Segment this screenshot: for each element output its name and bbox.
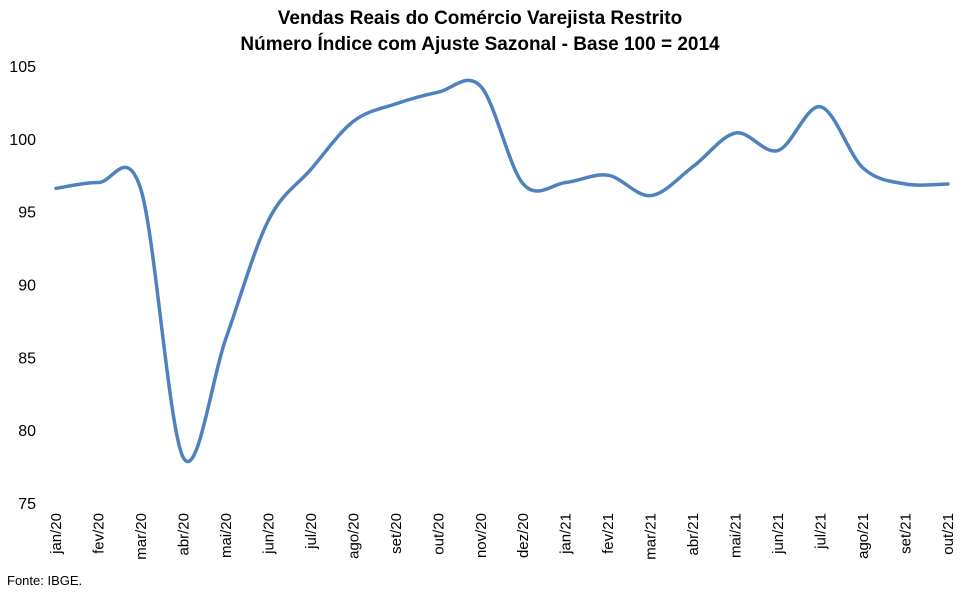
x-axis: jan/20 fev/20 mar/20 abr/20 mai/20 jun/20 jul/…: [48, 513, 957, 560]
x-tick-label: mar/20: [133, 513, 150, 560]
data-point: [351, 119, 355, 123]
x-tick-label: out/20: [430, 513, 447, 555]
data-point: [734, 131, 738, 135]
y-tick-label: 80: [18, 423, 36, 440]
x-tick-label: jan/21: [558, 513, 575, 555]
data-point: [904, 182, 908, 186]
data-point: [139, 188, 143, 192]
x-tick-label: ago/20: [345, 513, 362, 559]
x-tick-label: jul/20: [303, 513, 320, 550]
point-layer: [54, 84, 950, 459]
data-point: [96, 181, 100, 185]
x-tick-label: abr/20: [175, 513, 192, 556]
x-tick-label: set/20: [388, 513, 405, 554]
data-point: [309, 167, 313, 171]
series-line: [54, 78, 950, 463]
data-point: [691, 165, 695, 169]
x-tick-label: jul/21: [813, 513, 830, 550]
x-tick-label: mar/21: [643, 513, 660, 560]
source-note: Fonte: IBGE.: [7, 573, 83, 588]
x-tick-label: jun/21: [770, 513, 787, 555]
x-tick-label: ago/21: [855, 513, 872, 559]
data-point: [564, 181, 568, 185]
x-tick-label: dez/20: [515, 513, 532, 558]
data-point: [946, 182, 950, 186]
data-point: [606, 173, 610, 177]
x-tick-label: jan/20: [48, 513, 65, 555]
chart-title: Vendas Reais do Comércio Varejista Restr…: [0, 6, 960, 58]
y-tick-label: 95: [18, 205, 36, 222]
data-point: [266, 218, 270, 222]
data-point: [394, 102, 398, 106]
y-axis: 75 80 85 90 95 100 105: [9, 59, 36, 513]
x-tick-label: mai/20: [218, 513, 235, 558]
x-tick-label: mai/21: [728, 513, 745, 558]
chart-title-line1: Vendas Reais do Comércio Varejista Restr…: [277, 8, 683, 29]
data-point: [861, 166, 865, 170]
data-point: [479, 84, 483, 88]
data-point: [436, 90, 440, 94]
chart-subtitle: Número Índice com Ajuste Sazonal - Base …: [240, 34, 720, 55]
y-tick-label: 75: [18, 496, 36, 513]
x-tick-label: set/21: [898, 513, 915, 554]
data-point: [54, 186, 58, 190]
y-tick-label: 105: [9, 59, 36, 76]
x-tick-label: fev/21: [600, 513, 617, 554]
x-tick-label: fev/20: [90, 513, 107, 554]
data-point: [819, 105, 823, 109]
x-tick-label: abr/21: [685, 513, 702, 556]
data-point: [521, 182, 525, 186]
data-point: [776, 148, 780, 152]
data-point: [224, 336, 228, 340]
x-tick-label: jun/20: [260, 513, 277, 555]
y-tick-label: 100: [9, 132, 36, 149]
data-point: [649, 194, 653, 198]
y-tick-label: 85: [18, 350, 36, 367]
series-layer: [54, 78, 950, 463]
y-tick-label: 90: [18, 278, 36, 295]
x-tick-label: nov/20: [473, 513, 490, 558]
x-tick-label: out/21: [940, 513, 957, 555]
data-point: [181, 456, 185, 460]
